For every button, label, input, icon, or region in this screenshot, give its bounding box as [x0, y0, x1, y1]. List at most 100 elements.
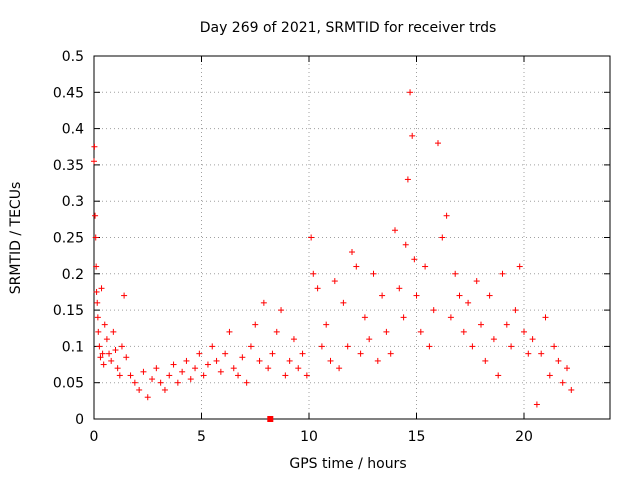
y-tick-label: 0.3 [62, 194, 84, 210]
y-tick-label: 0.2 [62, 267, 84, 283]
data-point [106, 350, 113, 357]
data-point [96, 343, 103, 350]
data-point [529, 336, 536, 343]
data-point [344, 343, 351, 350]
y-tick-label: 0 [75, 412, 84, 428]
data-point [99, 350, 106, 357]
data-point [235, 372, 242, 379]
data-point [123, 354, 130, 361]
data-point [383, 328, 390, 335]
y-tick-label: 0.4 [62, 122, 84, 138]
data-point [213, 357, 220, 364]
data-point [538, 350, 545, 357]
data-point [103, 336, 110, 343]
data-point [379, 292, 386, 299]
x-tick-label: 10 [300, 429, 318, 445]
data-point [97, 354, 104, 361]
data-point [92, 234, 99, 241]
data-points [91, 89, 575, 422]
data-point [370, 270, 377, 277]
data-point [140, 368, 147, 375]
data-point [179, 368, 186, 375]
data-point [308, 234, 315, 241]
data-point [286, 357, 293, 364]
data-point [353, 263, 360, 270]
data-point [469, 343, 476, 350]
data-point [478, 321, 484, 328]
data-point [265, 365, 272, 372]
data-point [196, 350, 203, 357]
data-point [533, 401, 540, 408]
data-point [204, 361, 211, 368]
y-tick-label: 0.45 [53, 85, 84, 101]
data-point [110, 328, 117, 335]
data-point [323, 321, 330, 328]
data-point [183, 357, 190, 364]
data-point [413, 292, 420, 299]
data-point [187, 376, 194, 383]
data-point [108, 357, 115, 364]
data-point [209, 343, 216, 350]
data-point [91, 158, 97, 165]
data-point [295, 365, 302, 372]
data-point [443, 212, 450, 219]
data-point [551, 343, 558, 350]
y-tick-label: 0.35 [53, 158, 84, 174]
data-point [486, 292, 493, 299]
data-point [116, 372, 123, 379]
data-point [409, 132, 416, 139]
data-point [100, 361, 107, 368]
data-point [149, 376, 156, 383]
data-point [239, 354, 246, 361]
data-point [256, 357, 263, 364]
data-point [327, 357, 334, 364]
data-point [192, 365, 199, 372]
data-point [490, 336, 497, 343]
data-point [314, 285, 321, 292]
data-point [166, 372, 173, 379]
data-point [366, 336, 373, 343]
data-point [525, 350, 532, 357]
data-point [303, 372, 310, 379]
chart-title: Day 269 of 2021, SRMTID for receiver trd… [200, 20, 497, 36]
data-point [91, 143, 98, 150]
data-point [299, 350, 306, 357]
data-point [94, 299, 101, 306]
data-point [282, 372, 289, 379]
data-point [174, 379, 181, 386]
data-point [157, 379, 164, 386]
data-point [396, 285, 403, 292]
data-point [200, 372, 207, 379]
x-axis-label: GPS time / hours [289, 456, 406, 472]
data-point [170, 361, 177, 368]
x-tick-label: 0 [90, 429, 99, 445]
data-point [252, 321, 259, 328]
data-point [426, 343, 433, 350]
data-point [495, 372, 502, 379]
data-point [93, 263, 100, 270]
data-point [452, 270, 459, 277]
data-point [512, 307, 519, 314]
data-point [310, 270, 317, 277]
data-point [273, 328, 280, 335]
data-point [542, 314, 549, 321]
data-point [278, 307, 285, 314]
data-point [318, 343, 325, 350]
data-point [101, 321, 108, 328]
data-point [127, 372, 134, 379]
data-point [559, 379, 566, 386]
data-point [95, 328, 102, 335]
outlier-marker [267, 416, 274, 422]
data-point [460, 328, 467, 335]
x-tick-label: 5 [197, 429, 206, 445]
data-point [94, 314, 101, 321]
data-point [465, 299, 472, 306]
y-tick-label: 0.25 [53, 231, 84, 247]
y-tick-label: 0.5 [62, 49, 84, 65]
data-point [92, 212, 99, 219]
data-point [260, 299, 267, 306]
y-tick-label: 0.15 [53, 303, 84, 319]
data-point [503, 321, 510, 328]
